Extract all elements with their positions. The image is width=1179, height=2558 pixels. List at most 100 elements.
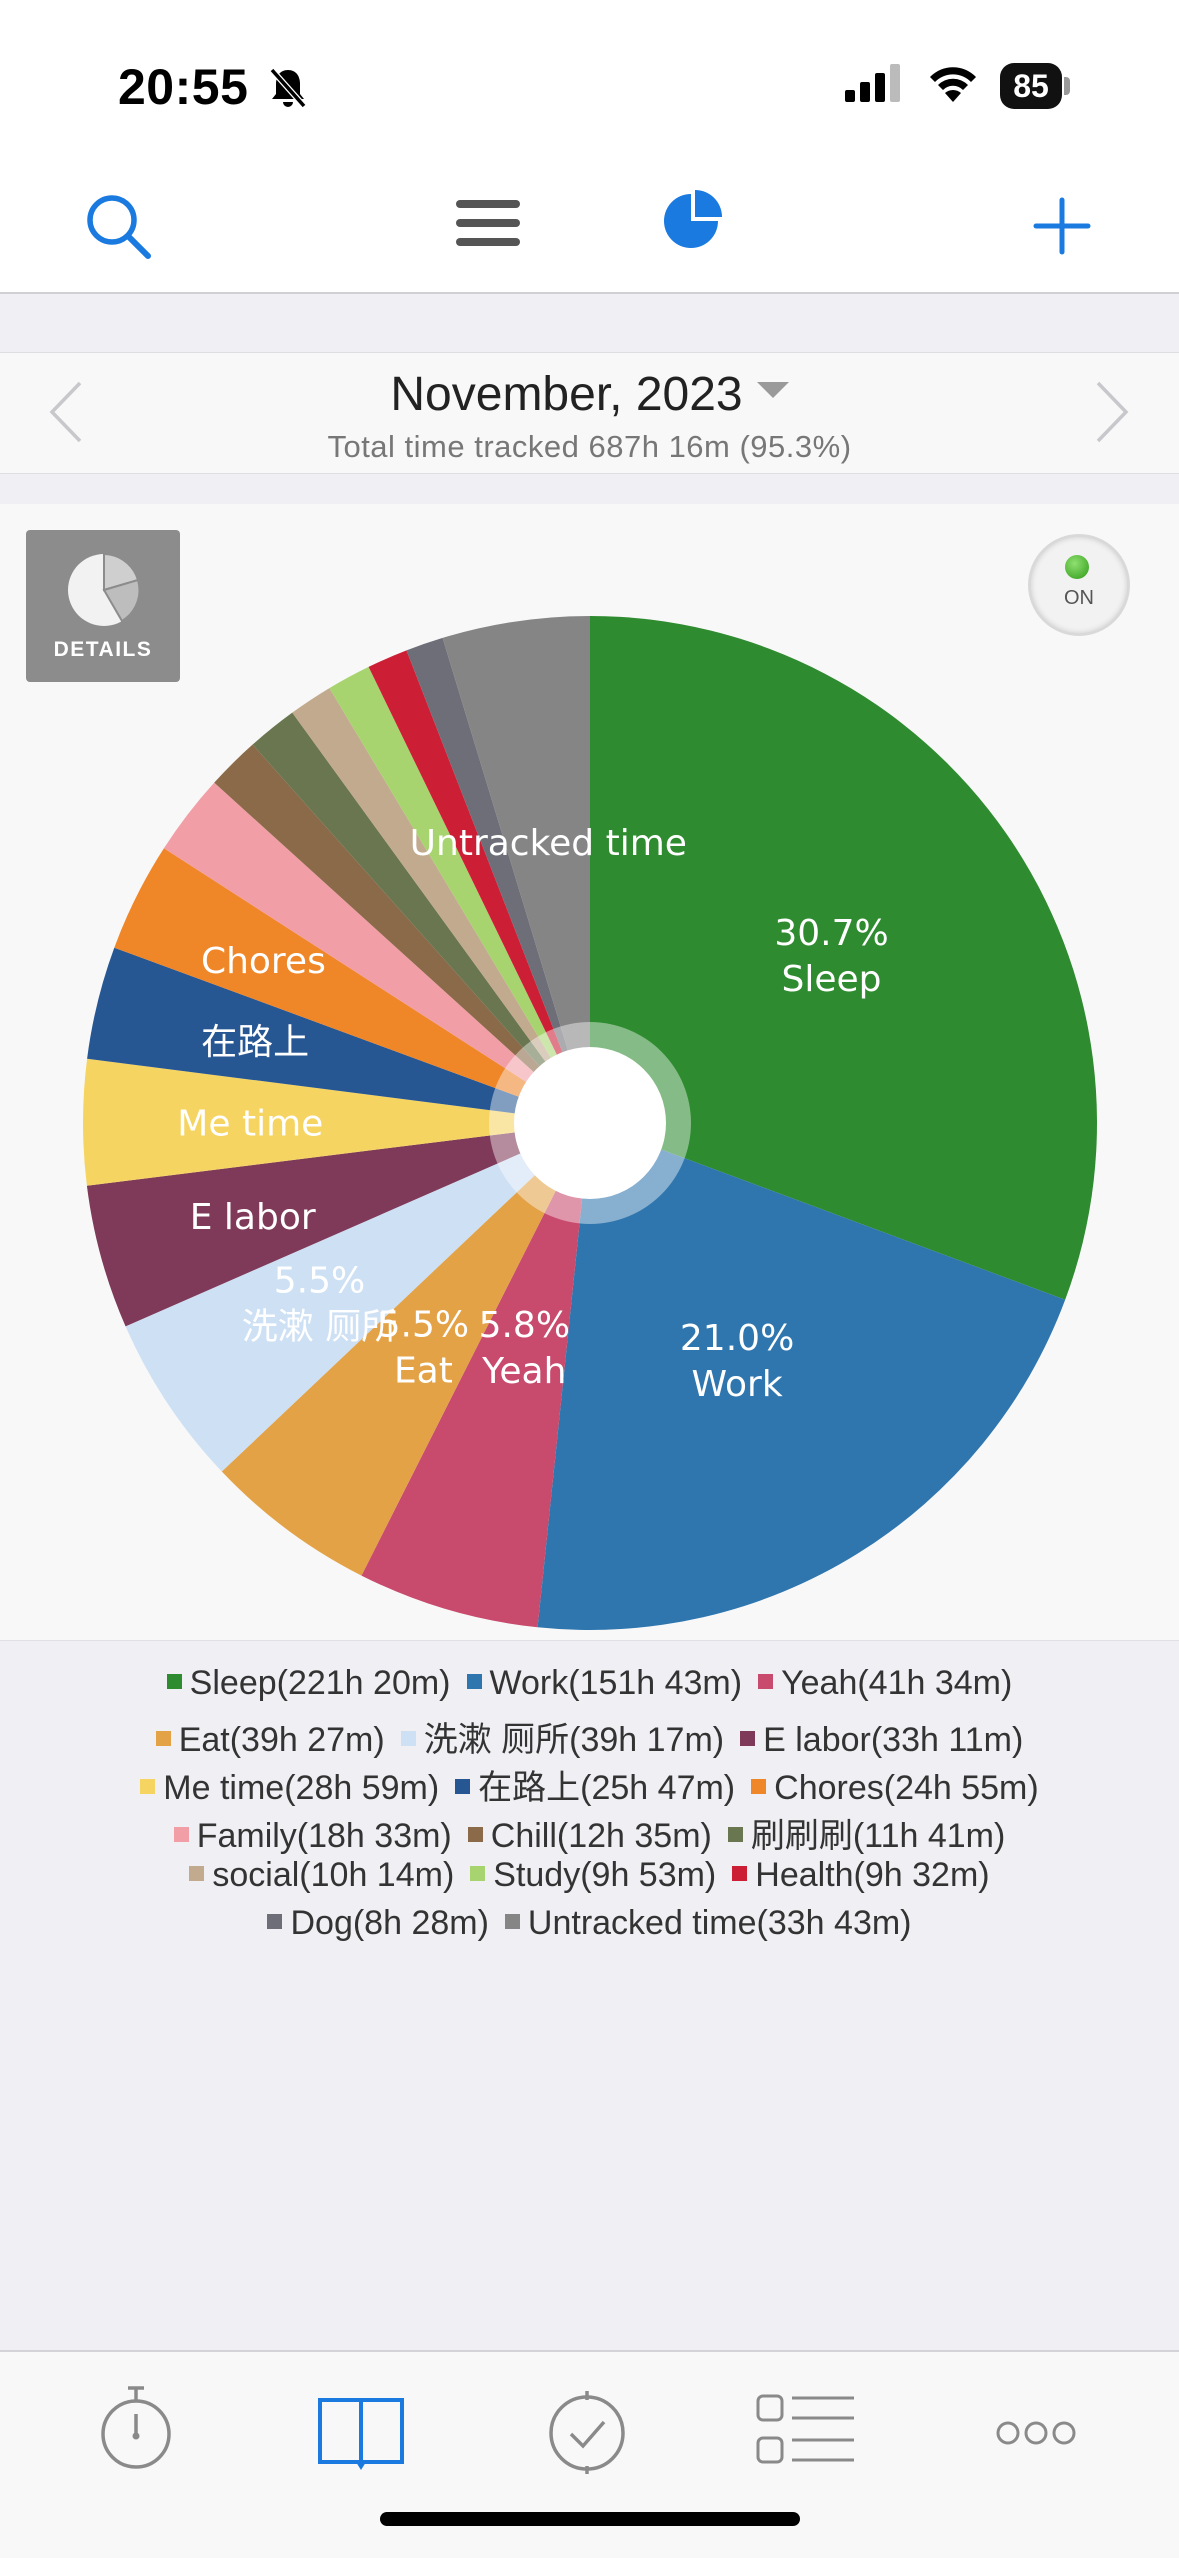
legend-label: social(10h 14m) [212, 1856, 455, 1894]
legend-label: Yeah(41h 34m) [781, 1664, 1013, 1702]
legend-label: Sleep(221h 20m) [189, 1664, 451, 1702]
menu-icon[interactable] [454, 194, 524, 254]
pie-slice-7[interactable] [87, 947, 590, 1123]
slice-label-4-1: 洗漱 厕所 [242, 1306, 397, 1347]
legend-item: Chill(12h 35m) [467, 1817, 712, 1856]
legend-swatch [155, 1731, 171, 1746]
top-toolbar [0, 160, 1179, 294]
legend-swatch [470, 1866, 486, 1881]
pie-slice-12[interactable] [292, 688, 590, 1123]
legend-label: Family(18h 33m) [196, 1817, 452, 1855]
legend-swatch [727, 1827, 743, 1842]
legend-swatch [751, 1779, 767, 1794]
book-icon[interactable] [316, 2394, 406, 2474]
chevron-left-icon[interactable] [46, 377, 86, 447]
legend-swatch [467, 1827, 483, 1842]
plus-icon[interactable] [1032, 196, 1092, 256]
legend-item: E labor(33h 11m) [740, 1721, 1023, 1760]
pie-slice-6[interactable] [82, 1058, 591, 1186]
legend-item: 刷刷刷(11h 41m) [727, 1808, 1006, 1857]
signal-icon [845, 64, 900, 102]
slice-label-2-1: Yeah [481, 1351, 566, 1392]
legend-label: Dog(8h 28m) [290, 1904, 489, 1942]
bell-muted-icon [269, 68, 307, 108]
pie-slice-9[interactable] [163, 782, 591, 1123]
legend-item: 洗漱 厕所(39h 17m) [400, 1712, 725, 1761]
legend-swatch [166, 1674, 182, 1689]
legend-swatch [758, 1674, 774, 1689]
pie-slice-11[interactable] [252, 712, 591, 1123]
pie-slice-1[interactable] [537, 1123, 1066, 1630]
legend-label: 刷刷刷(11h 41m) [750, 1817, 1006, 1855]
slice-label-1-0: 21.0% [680, 1318, 794, 1359]
legend-label: Chores(24h 55m) [774, 1769, 1039, 1807]
legend-swatch [466, 1674, 482, 1689]
legend-item: Chores(24h 55m) [751, 1769, 1039, 1808]
legend-label: Work(151h 43m) [489, 1664, 743, 1702]
slice-label-2-0: 5.8% [479, 1305, 570, 1346]
pie-slice-16[interactable] [442, 616, 590, 1123]
legend-item: Me time(28h 59m) [140, 1769, 439, 1808]
legend-swatch [173, 1827, 189, 1842]
legend-row: Me time(28h 59m) 在路上(25h 47m) Chores(24h 5… [0, 1760, 1179, 1809]
legend-label: Study(9h 53m) [493, 1856, 717, 1894]
slice-label-9-0: Untracked time [410, 823, 687, 864]
pie-slice-4[interactable] [125, 1123, 590, 1472]
legend-swatch [400, 1731, 416, 1746]
slice-label-6-0: Me time [177, 1104, 323, 1145]
list-icon[interactable] [756, 2392, 856, 2468]
legend-item: 在路上(25h 47m) [455, 1760, 735, 1809]
pie-details-icon [68, 552, 141, 626]
wifi-icon [930, 67, 976, 102]
stopwatch-icon[interactable] [96, 2384, 176, 2474]
legend-label: 在路上(25h 47m) [478, 1769, 736, 1807]
legend-swatch [732, 1866, 748, 1881]
legend-item: Health(9h 32m) [732, 1856, 990, 1895]
legend-item: Sleep(221h 20m) [166, 1664, 451, 1703]
legend-item: Dog(8h 28m) [267, 1904, 489, 1943]
legend-label: Eat(39h 27m) [178, 1721, 385, 1759]
slice-label-5-0: E labor [190, 1197, 316, 1238]
legend-label: Untracked time(33h 43m) [527, 1904, 912, 1942]
details-button[interactable]: DETAILS [26, 530, 180, 682]
pie-slice-3[interactable] [221, 1123, 591, 1576]
home-indicator [380, 2512, 800, 2526]
pie-slice-2[interactable] [361, 1123, 590, 1628]
legend-swatch [267, 1914, 283, 1929]
legend-item: Study(9h 53m) [470, 1856, 716, 1895]
slice-label-3-1: Eat [394, 1351, 453, 1392]
legend-row: Dog(8h 28m) Untracked time(33h 43m) [0, 1904, 1179, 1943]
legend-swatch [740, 1731, 756, 1746]
legend-item: Yeah(41h 34m) [758, 1664, 1012, 1703]
slice-label-7-0: 在路上 [201, 1022, 309, 1063]
clock-check-icon[interactable] [544, 2388, 630, 2474]
pie-chart[interactable]: 30.7%Sleep21.0%Work5.8%Yeah5.5%Eat5.5%洗漱… [0, 504, 1179, 1640]
pie-slice-15[interactable] [406, 637, 591, 1123]
legend-label: Chill(12h 35m) [490, 1817, 712, 1855]
more-icon[interactable] [996, 2418, 1076, 2448]
pie-chart-icon[interactable] [658, 188, 724, 254]
pie-slice-5[interactable] [86, 1123, 590, 1327]
pie-slice-8[interactable] [114, 848, 590, 1123]
chevron-right-icon[interactable] [1092, 377, 1132, 447]
month-title: November, 2023 [390, 368, 743, 421]
battery-icon: 85 [1000, 63, 1070, 109]
dropdown-caret-icon [756, 382, 789, 398]
legend-label: 洗漱 厕所(39h 17m) [423, 1721, 725, 1759]
slice-label-4-0: 5.5% [274, 1260, 365, 1301]
pie-slice-0[interactable] [590, 616, 1097, 1300]
month-selector[interactable]: November, 2023 [0, 367, 1179, 422]
legend-item: social(10h 14m) [189, 1856, 454, 1895]
legend-swatch [455, 1779, 471, 1794]
search-icon[interactable] [82, 190, 156, 264]
legend-label: E labor(33h 11m) [763, 1721, 1024, 1759]
pie-slice-14[interactable] [368, 650, 590, 1123]
legend-row: Sleep(221h 20m) Work(151h 43m) Yeah(41h 34… [0, 1664, 1179, 1703]
legend-item: Work(151h 43m) [466, 1664, 743, 1703]
pie-slice-10[interactable] [214, 744, 590, 1123]
legend-label: Me time(28h 59m) [163, 1769, 440, 1807]
labels-toggle[interactable]: ON [1028, 534, 1130, 636]
pie-slice-13[interactable] [329, 666, 590, 1123]
chart-panel: 30.7% Sleep 21.0% Work 5.8% Yeah 5.5% Eat 5.5% 洗漱… [0, 504, 1179, 1641]
legend-swatch [140, 1779, 156, 1794]
